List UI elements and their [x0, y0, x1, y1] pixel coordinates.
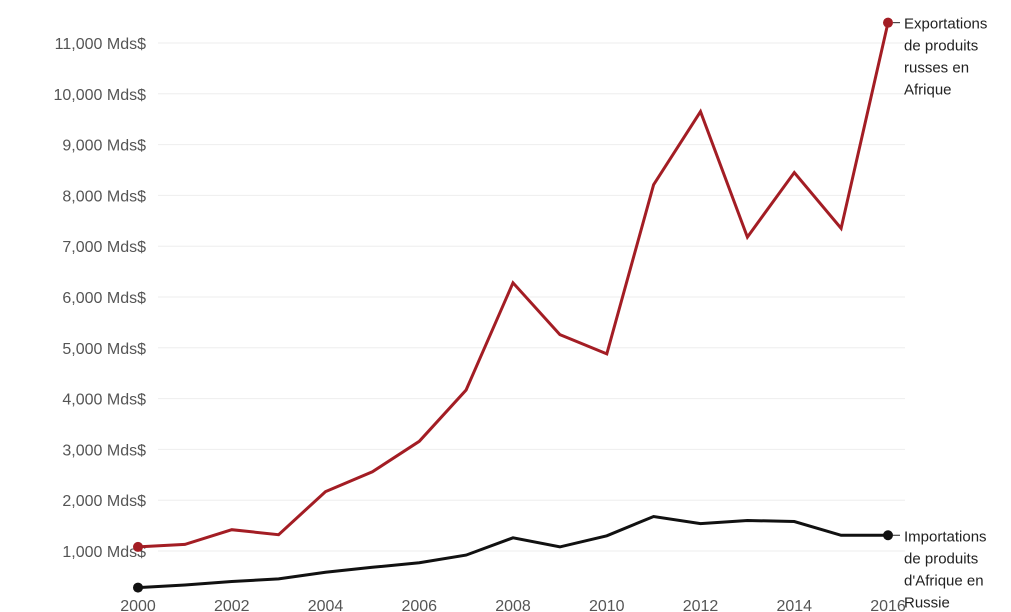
- x-tick-label: 2012: [683, 598, 719, 612]
- x-tick-label: 2000: [120, 598, 156, 612]
- x-tick-label: 2008: [495, 598, 531, 612]
- y-tick-label: 1,000 Mds$: [62, 544, 146, 561]
- series-start-point-1: [133, 582, 143, 593]
- y-axis-ticks: 1,000 Mds$ 2,000 Mds$ 3,000 Mds$ 4,000 Mds$…: [53, 36, 146, 561]
- series-label-line: Afrique: [904, 82, 952, 99]
- series-end-point-1: [883, 530, 893, 541]
- y-tick-label: 2,000 Mds$: [62, 493, 146, 510]
- series-label-line: Exportations: [904, 16, 987, 33]
- x-tick-label: 2016: [870, 598, 906, 612]
- y-tick-label: 4,000 Mds$: [62, 392, 146, 409]
- y-tick-label: 3,000 Mds$: [62, 442, 146, 459]
- series-label-line: de produits: [904, 38, 978, 55]
- y-tick-label: 6,000 Mds$: [62, 290, 146, 307]
- x-axis-ticks: 2000 2002 2004 2006 2008 2010 2012 2014 2016: [120, 598, 906, 612]
- series-label-line: Russie: [904, 594, 950, 611]
- series-end-point-0: [883, 17, 893, 28]
- series-line-1: [136, 514, 890, 590]
- series-start-point-0: [133, 541, 143, 552]
- y-tick-label: 9,000 Mds$: [62, 138, 146, 155]
- y-tick-label: 5,000 Mds$: [62, 341, 146, 358]
- y-tick-label: 11,000 Mds$: [55, 36, 146, 53]
- x-tick-label: 2014: [776, 598, 812, 612]
- y-tick-label: 10,000 Mds$: [53, 87, 146, 104]
- series-label-line: de produits: [904, 550, 978, 567]
- x-tick-label: 2002: [214, 598, 250, 612]
- y-tick-label: 7,000 Mds$: [62, 239, 146, 256]
- x-tick-label: 2004: [308, 598, 344, 612]
- series-label-line: Importations: [904, 528, 987, 545]
- gridlines: [158, 42, 905, 552]
- x-tick-label: 2010: [589, 598, 625, 612]
- series-lines: [133, 17, 893, 593]
- series-label-line: russes en: [904, 60, 969, 77]
- series-line-0: [136, 21, 890, 549]
- x-tick-label: 2006: [401, 598, 437, 612]
- series-label-1: Importations de produits d'Afrique en Russi…: [904, 528, 987, 611]
- y-tick-label: 8,000 Mds$: [62, 188, 146, 205]
- series-label-0: Exportations de produits russes en Afrique: [904, 16, 987, 99]
- series-label-line: d'Afrique en: [904, 572, 984, 589]
- series-labels: Exportations de produits russes en Afrique I…: [893, 16, 987, 611]
